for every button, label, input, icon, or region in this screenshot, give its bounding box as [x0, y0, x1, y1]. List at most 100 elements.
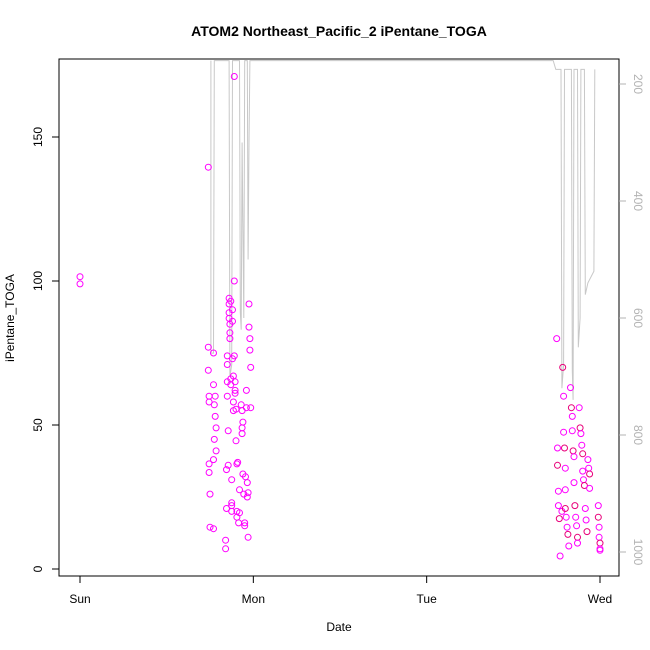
- y-tick-label: 150: [31, 127, 45, 147]
- data-point: [223, 361, 231, 368]
- data-point: [245, 300, 253, 308]
- plot-frame: [58, 58, 620, 577]
- data-point: [582, 516, 590, 524]
- data-point: [223, 466, 230, 474]
- data-point: [554, 444, 561, 452]
- data-point: [204, 366, 212, 374]
- data-point: [247, 363, 255, 371]
- y2-tick-label: 1000: [631, 539, 645, 566]
- data-point: [243, 493, 251, 501]
- data-points: [76, 73, 604, 560]
- data-point: [563, 523, 571, 531]
- data-point: [204, 163, 212, 171]
- data-point: [243, 479, 251, 487]
- data-point: [595, 533, 603, 541]
- data-point: [238, 407, 246, 415]
- data-point: [565, 542, 573, 550]
- data-point: [567, 404, 575, 412]
- data-point: [556, 552, 564, 560]
- data-point: [239, 418, 247, 426]
- x-tick-label: Mon: [242, 592, 265, 606]
- x-axis: Sun Mon Tue Wed: [69, 576, 612, 606]
- pressure-line-layer: [210, 60, 596, 400]
- data-point: [210, 349, 217, 357]
- data-point: [212, 424, 220, 432]
- data-point: [594, 513, 602, 521]
- y2-tick-label: 400: [631, 191, 645, 211]
- data-point: [568, 412, 576, 420]
- data-point: [211, 392, 219, 400]
- data-point: [230, 73, 238, 80]
- data-point: [206, 523, 214, 531]
- y2-tick-label: 600: [631, 308, 645, 328]
- data-point: [76, 273, 84, 281]
- data-point: [210, 401, 218, 409]
- data-point: [570, 453, 578, 461]
- data-point: [235, 519, 243, 527]
- data-point: [560, 392, 568, 400]
- data-point: [567, 384, 574, 392]
- data-point: [232, 437, 240, 445]
- data-point: [230, 352, 238, 360]
- data-point: [568, 427, 576, 435]
- data-point: [561, 505, 569, 512]
- data-point: [574, 539, 581, 547]
- data-point: [76, 280, 84, 288]
- data-point: [575, 404, 583, 412]
- data-point: [230, 277, 238, 285]
- data-point: [574, 533, 581, 541]
- x-tick-label: Tue: [417, 592, 438, 606]
- data-point: [247, 404, 255, 412]
- data-point: [228, 507, 236, 515]
- data-point: [554, 461, 561, 469]
- y-axis-label: iPentane_TOGA: [3, 274, 17, 362]
- data-point: [210, 456, 217, 464]
- x-tick-label: Wed: [588, 592, 612, 606]
- data-point: [228, 499, 236, 507]
- data-point: [223, 352, 231, 360]
- data-point: [594, 502, 602, 510]
- data-point: [596, 546, 604, 554]
- data-point: [229, 306, 236, 314]
- data-point: [210, 435, 218, 443]
- data-point: [561, 444, 568, 452]
- data-point: [206, 490, 214, 498]
- data-point: [242, 404, 250, 412]
- data-point: [205, 460, 213, 468]
- data-point: [553, 335, 561, 343]
- y-axis: 0 50 100 150: [31, 127, 59, 572]
- chart-title: ATOM2 Northeast_Pacific_2 iPentane_TOGA: [191, 23, 487, 39]
- data-point: [244, 489, 252, 497]
- data-point: [586, 470, 594, 478]
- data-point: [231, 386, 239, 394]
- data-point: [585, 464, 593, 472]
- data-point: [579, 450, 587, 458]
- data-point: [236, 509, 243, 517]
- data-point: [204, 343, 212, 351]
- y-tick-label: 50: [31, 418, 45, 432]
- data-point: [205, 392, 213, 400]
- data-point: [576, 424, 584, 432]
- data-point: [573, 522, 581, 530]
- data-point: [559, 363, 567, 371]
- data-point: [244, 533, 252, 541]
- data-point: [228, 476, 236, 484]
- data-point: [561, 486, 569, 494]
- data-point: [227, 297, 235, 305]
- data-point: [226, 335, 234, 343]
- data-point: [581, 505, 589, 512]
- data-point: [579, 467, 587, 475]
- data-point: [205, 398, 213, 406]
- data-point: [580, 482, 588, 489]
- data-point: [571, 502, 579, 510]
- data-point: [569, 447, 577, 455]
- data-point: [223, 505, 230, 512]
- data-point: [224, 461, 232, 469]
- data-point: [241, 522, 249, 530]
- data-point: [242, 386, 250, 394]
- data-point: [596, 539, 604, 547]
- data-point: [224, 427, 232, 435]
- data-point: [212, 447, 220, 455]
- data-point: [229, 317, 236, 325]
